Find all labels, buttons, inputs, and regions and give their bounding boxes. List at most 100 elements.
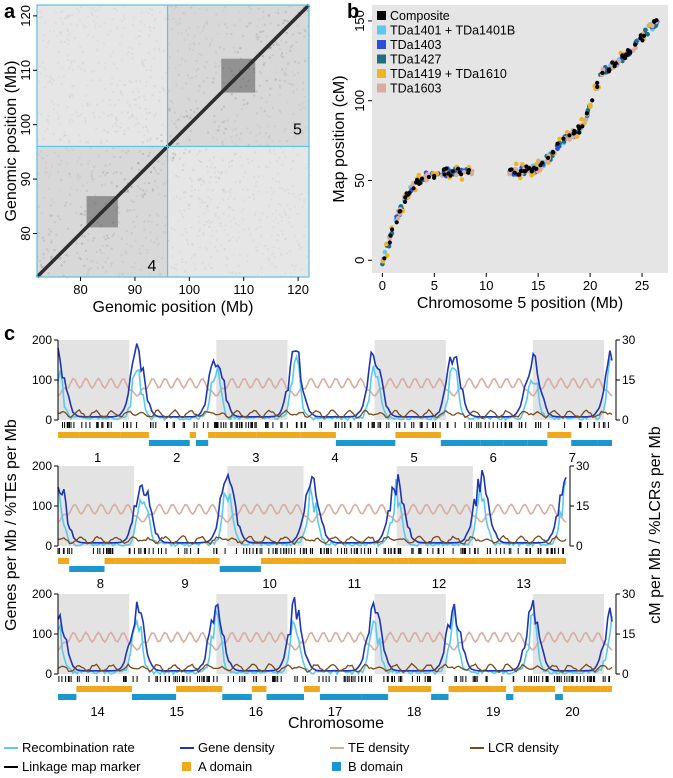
heatmap-pixel (106, 172, 109, 174)
heatmap-pixel (201, 262, 204, 265)
heatmap-pixel (79, 140, 82, 143)
recombination-rate-line (57, 478, 567, 548)
heatmap-pixel (169, 107, 171, 110)
heatmap-pixel (208, 226, 211, 228)
heatmap-pixel (217, 206, 220, 209)
heatmap-pixel (134, 262, 137, 265)
heatmap-pixel (255, 181, 258, 184)
heatmap-pixel (163, 182, 165, 185)
heatmap-pixel (66, 59, 69, 61)
heatmap-pixel (155, 259, 158, 262)
heatmap-pixel (181, 213, 184, 216)
heatmap-pixel (157, 242, 160, 245)
heatmap-pixel (61, 10, 64, 13)
heatmap-pixel (268, 161, 271, 164)
heatmap-pixel (93, 69, 96, 72)
heatmap-pixel (128, 104, 131, 107)
heatmap-pixel (291, 264, 293, 267)
heatmap-pixel (192, 42, 195, 45)
heatmap-pixel (286, 252, 288, 255)
heatmap-pixel (155, 237, 158, 240)
heatmap-pixel (210, 166, 212, 169)
heatmap-pixel (65, 201, 67, 204)
heatmap-pixel (97, 61, 100, 64)
heatmap-pixel (261, 252, 264, 255)
point-composite (411, 186, 416, 191)
heatmap-pixel (190, 5, 193, 8)
heatmap-pixel (96, 251, 98, 253)
heatmap-pixel (66, 43, 69, 46)
heatmap-pixel (55, 233, 58, 236)
heatmap-pixel (45, 161, 48, 164)
heatmap-pixel (66, 30, 69, 32)
heatmap-pixel (289, 46, 292, 49)
heatmap-pixel (279, 146, 282, 149)
heatmap-pixel (198, 53, 201, 55)
point-tda1419-tda1610 (416, 172, 422, 178)
heatmap-pixel (303, 198, 306, 201)
heatmap-pixel (278, 157, 281, 159)
heatmap-pixel (284, 156, 287, 159)
right-tick-label: 15 (576, 499, 590, 513)
heatmap-pixel (226, 233, 229, 236)
chromosome-label: 11 (348, 576, 362, 591)
heatmap-pixel (218, 65, 221, 68)
a-domain (408, 558, 435, 564)
heatmap-pixel (179, 197, 182, 200)
heatmap-pixel (197, 179, 200, 182)
heatmap-pixel (305, 167, 308, 170)
heatmap-pixel (261, 212, 264, 215)
heatmap-pixel (106, 33, 109, 36)
heatmap-pixel (276, 233, 279, 236)
heatmap-pixel (205, 247, 207, 249)
heatmap-pixel (125, 151, 128, 154)
chromosome-label: 14 (90, 704, 104, 719)
heatmap-pixel (87, 239, 89, 242)
heatmap-pixel (198, 221, 201, 224)
heatmap-pixel (120, 20, 123, 22)
heatmap-pixel (284, 19, 287, 22)
point-composite (595, 80, 600, 85)
heatmap-pixel (133, 209, 136, 211)
heatmap-pixel (117, 221, 120, 224)
heatmap-pixel (201, 200, 204, 202)
heatmap-pixel (68, 15, 71, 18)
heatmap-pixel (60, 17, 63, 20)
heatmap-pixel (245, 25, 248, 28)
heatmap-pixel (305, 255, 308, 258)
heatmap-pixel (82, 61, 84, 64)
heatmap-pixel (256, 273, 259, 276)
heatmap-pixel (268, 46, 271, 49)
heatmap-pixel (126, 189, 129, 192)
heatmap-pixel (283, 209, 286, 212)
legend: Recombination rate Gene density TE density… (4, 740, 559, 774)
heatmap-pixel (137, 130, 140, 133)
heatmap-pixel (70, 23, 73, 25)
heatmap-pixel (145, 80, 148, 83)
heatmap-pixel (144, 108, 147, 110)
heatmap-pixel (160, 169, 163, 172)
heatmap-pixel (40, 266, 43, 268)
left-tick-label: 100 (32, 627, 52, 641)
heatmap-pixel (60, 159, 63, 162)
heatmap-pixel (244, 199, 246, 202)
heatmap-pixel (144, 98, 147, 101)
heatmap-pixel (65, 147, 67, 150)
point-composite (531, 165, 537, 170)
heatmap-pixel (198, 179, 201, 182)
heatmap-pixel (270, 87, 273, 90)
point-composite (432, 173, 437, 178)
heatmap-pixel (91, 177, 94, 180)
heatmap-pixel (83, 69, 86, 72)
heatmap-pixel (42, 39, 45, 42)
heatmap-pixel (182, 12, 185, 15)
heatmap-pixel (76, 160, 79, 163)
heatmap-pixel (174, 154, 177, 157)
heatmap-pixel (66, 16, 69, 19)
heatmap-pixel (194, 100, 197, 103)
heatmap-pixel (215, 230, 218, 233)
heatmap-pixel (281, 68, 284, 71)
heatmap-pixel (77, 178, 80, 181)
b-domain (597, 440, 612, 446)
heatmap-pixel (215, 51, 218, 54)
